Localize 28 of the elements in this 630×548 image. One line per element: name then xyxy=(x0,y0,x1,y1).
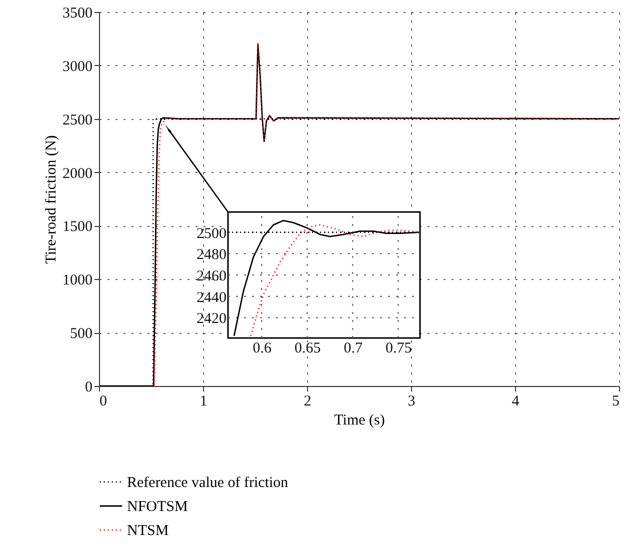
x-tick-label: 2 xyxy=(304,394,312,410)
legend-label: NTSM xyxy=(127,523,169,539)
y-tick-label: 2440 xyxy=(196,290,226,306)
x-tick-label: 0.65 xyxy=(294,340,321,356)
y-tick-label: 2480 xyxy=(196,247,226,264)
x-axis-title: Time (s) xyxy=(334,412,385,428)
y-tick-label: 1000 xyxy=(62,272,92,289)
x-tick-label: 0.6 xyxy=(252,340,272,356)
x-tick-label: 0 xyxy=(100,394,107,410)
y-tick-label: 2500 xyxy=(196,226,226,242)
y-tick-label: 500 xyxy=(70,326,92,342)
x-tick-label: 1 xyxy=(200,394,208,410)
x-tick-label: 5 xyxy=(612,394,620,410)
y-tick-label: 2000 xyxy=(62,166,92,182)
x-tick-label: 3 xyxy=(408,394,416,410)
y-tick-label: 3500 xyxy=(62,6,92,22)
x-tick-label: 4 xyxy=(512,394,520,410)
y-tick-label: 0 xyxy=(85,380,92,396)
y-tick-label: 1500 xyxy=(62,219,92,236)
y-axis-title: Tire-road friction (N) xyxy=(44,135,60,264)
y-tick-label: 2420 xyxy=(196,311,226,328)
x-tick-label: 0.7 xyxy=(344,340,364,356)
y-tick-label: 3000 xyxy=(62,58,92,75)
legend-label: Reference value of friction xyxy=(127,475,289,491)
legend-label: NFOTSM xyxy=(127,499,188,515)
y-tick-label: 2460 xyxy=(196,268,226,284)
y-tick-label: 2500 xyxy=(62,112,92,128)
x-tick-label: 0.75 xyxy=(386,340,412,356)
